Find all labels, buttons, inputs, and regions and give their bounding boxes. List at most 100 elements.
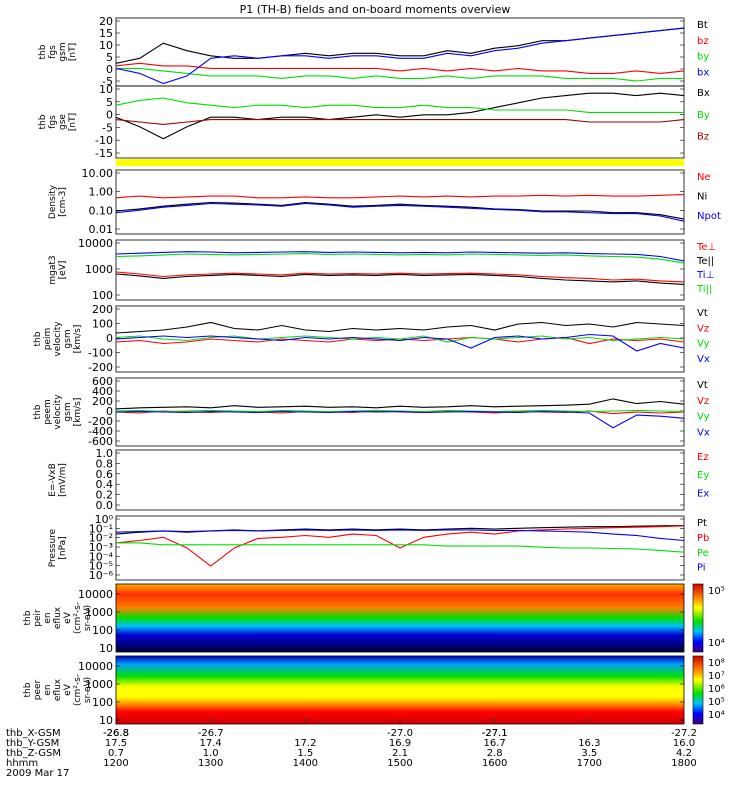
fgs_gse-ytick-label: -10 bbox=[95, 134, 113, 147]
temperature-ytick-label: 1000 bbox=[85, 263, 113, 276]
xaxis-row-value: 1800 bbox=[671, 758, 696, 769]
xaxis-row-value: 16.7 bbox=[484, 738, 506, 749]
xaxis-row-value: 17.4 bbox=[200, 738, 222, 749]
peem_velocity-legend-Vx: Vx bbox=[697, 427, 710, 438]
temperature-series-Te|| bbox=[115, 273, 685, 285]
fgs_gse-frame bbox=[115, 85, 685, 159]
peir_eflux-colorbar bbox=[692, 583, 704, 653]
efield-ytick-label: 0.2 bbox=[96, 489, 114, 502]
peim_velocity-ytick-label: -100 bbox=[88, 347, 113, 360]
peer_eflux-ylabel: thb peer en eflux eV (cm²-s-sr-eV) bbox=[23, 674, 93, 706]
fgs_gse-ytick-label: 10 bbox=[99, 83, 113, 96]
peer_eflux-colorbar-tick: 10⁶ bbox=[708, 684, 725, 695]
temperature-ytick-label: 10000 bbox=[78, 237, 113, 250]
panel-peer_eflux: 10⁸ 10⁷ 10⁶ 10⁵ 10⁴ 10000 1000 100 10 thb peer en ef… bbox=[23, 655, 725, 727]
peir_eflux-colorbar-tick: 10⁵ bbox=[708, 586, 725, 597]
density-ylabel-line: Density bbox=[48, 184, 58, 219]
peir_eflux-ytick-label: 1000 bbox=[85, 606, 113, 619]
fgs_gse-legend-Bx: Bx bbox=[697, 88, 710, 99]
fgs_gse-ylabel-line: [nT] bbox=[68, 113, 78, 131]
density-series-Npot bbox=[115, 202, 685, 222]
xaxis-row-value: 17.2 bbox=[294, 738, 316, 749]
density-ylabel: Density [cm-3] bbox=[48, 184, 68, 219]
peem_velocity-ylabel-line: [km/s] bbox=[73, 398, 83, 427]
efield-legend-Ex: Ex bbox=[697, 488, 709, 499]
peem_velocity-series-Vt bbox=[115, 398, 685, 410]
peim_velocity-legend-Vx: Vx bbox=[697, 354, 710, 365]
fgs_gse-ylabel-line: gse bbox=[58, 114, 68, 130]
figure-title: P1 (TH-B) fields and on-board moments ov… bbox=[240, 3, 511, 16]
panel-efield: 1.00.80.60.40.20.0 E=-VxB [mV/m] Ez Ey Ex bbox=[48, 447, 709, 512]
fgs_fields-ylabel-line: thb bbox=[38, 44, 48, 59]
pressure-ytick-label: 10⁻³ bbox=[89, 541, 113, 554]
peer_eflux-ylabel-line: peer bbox=[33, 679, 43, 700]
peem_velocity-ylabel-line: thb bbox=[33, 404, 43, 419]
pressure-frame bbox=[115, 515, 685, 581]
peer_eflux-colorbar-tick: 10⁷ bbox=[708, 671, 725, 682]
peir_eflux-ylabel-line: sr-eV) bbox=[83, 605, 93, 631]
density-legend-Npot: Npot bbox=[697, 211, 721, 222]
xaxis-row-value: 17.5 bbox=[105, 738, 127, 749]
panel-peim_velocity: 200 1000 -100-200 thb peim velocity gsm [km/s] V… bbox=[33, 303, 710, 374]
peer_eflux-ytick-label: 100 bbox=[92, 696, 113, 709]
peim_velocity-legend-Vy: Vy bbox=[697, 339, 710, 350]
efield-ytick-label: 0.8 bbox=[96, 457, 114, 470]
peem_velocity-ylabel-line: peem bbox=[43, 399, 53, 425]
fgs_fields-ytick-label: 5 bbox=[106, 51, 113, 64]
peem_velocity-ylabel-line: gsm bbox=[63, 402, 73, 421]
xaxis-row-value: 16.3 bbox=[578, 738, 600, 749]
fgs_fields-legend-bz: bz bbox=[697, 36, 709, 47]
xaxis-row-value: 3.5 bbox=[581, 748, 597, 759]
xaxis-row-value: 1400 bbox=[293, 758, 318, 769]
xaxis-row-value: 4.2 bbox=[676, 748, 692, 759]
peer_eflux-colorbar-tick: 10⁵ bbox=[708, 697, 725, 708]
fgs_fields-ytick-label: 15 bbox=[99, 27, 113, 40]
fgs_gse-legend-Bz: Bz bbox=[697, 132, 709, 143]
fgs_gse-ylabel-line: thb bbox=[38, 114, 48, 129]
temperature-series-Ti⊥ bbox=[115, 251, 685, 262]
peir_eflux-spectrogram bbox=[116, 584, 684, 652]
xaxis-row-value: 2.1 bbox=[392, 748, 408, 759]
peem_velocity-legend-Vz: Vz bbox=[697, 396, 709, 407]
fgs_fields-ytick-label: 0 bbox=[106, 63, 113, 76]
xaxis-row-value: -27.1 bbox=[482, 728, 508, 739]
xaxis-row-value: 1200 bbox=[103, 758, 128, 769]
peim_velocity-ylabel-line: velocity bbox=[53, 321, 63, 357]
fgs_fields-frame bbox=[115, 17, 685, 87]
fgs_fields-ylabel: thb fgs gsm [nT] bbox=[38, 42, 78, 61]
peim_velocity-ylabel-line: thb bbox=[33, 331, 43, 346]
fgs_gse-ytick-label: -5 bbox=[102, 121, 113, 134]
peir_eflux-colorbar-tick: 10⁴ bbox=[708, 638, 725, 649]
fgs_fields-ytick-label: 10 bbox=[99, 39, 113, 52]
xaxis-row-label: thb_Z-GSM bbox=[6, 748, 61, 759]
fgs_gse-ylabel: thb fgs gse [nT] bbox=[38, 113, 78, 131]
xaxis-row-value: -26.8 bbox=[103, 728, 129, 739]
temperature-legend-Ti||: Ti|| bbox=[696, 284, 712, 295]
peer_eflux-spectrogram bbox=[116, 656, 684, 724]
density-ytick-label: 1.00 bbox=[89, 186, 114, 199]
fgs_gse-legend-By: By bbox=[697, 110, 710, 121]
fgs_gse-ytick-label: 5 bbox=[106, 96, 113, 109]
peer_eflux-colorbar-tick: 10⁸ bbox=[708, 658, 725, 669]
xaxis-row-value: 1600 bbox=[482, 758, 507, 769]
fgs_fields-ytick-label: 20 bbox=[99, 15, 113, 28]
peim_velocity-series-Vy bbox=[115, 335, 685, 343]
peim_velocity-ytick-label: 200 bbox=[92, 303, 113, 316]
xaxis-row-label: thb_X-GSM bbox=[6, 728, 61, 739]
peem_velocity-ylabel-line: velocity bbox=[53, 394, 63, 430]
xaxis-row-label: hhmm bbox=[6, 758, 38, 769]
density-series-Ne bbox=[115, 194, 685, 199]
peir_eflux-ylabel-line: (cm²-s- bbox=[73, 602, 83, 634]
peim_velocity-series-Vx bbox=[115, 333, 685, 352]
fgs_fields-ylabel-line: fgs bbox=[48, 45, 58, 59]
peim_velocity-legend-Vt: Vt bbox=[697, 308, 708, 319]
density-ytick-label: 0.01 bbox=[89, 223, 114, 236]
efield-ytick-label: 0.0 bbox=[96, 499, 114, 512]
panel-temperature: 10000 1000 100 mgat3 [eV] Te⊥ Te|| Ti⊥ Ti|| bbox=[48, 237, 716, 302]
xaxis-row-value: 1700 bbox=[577, 758, 602, 769]
